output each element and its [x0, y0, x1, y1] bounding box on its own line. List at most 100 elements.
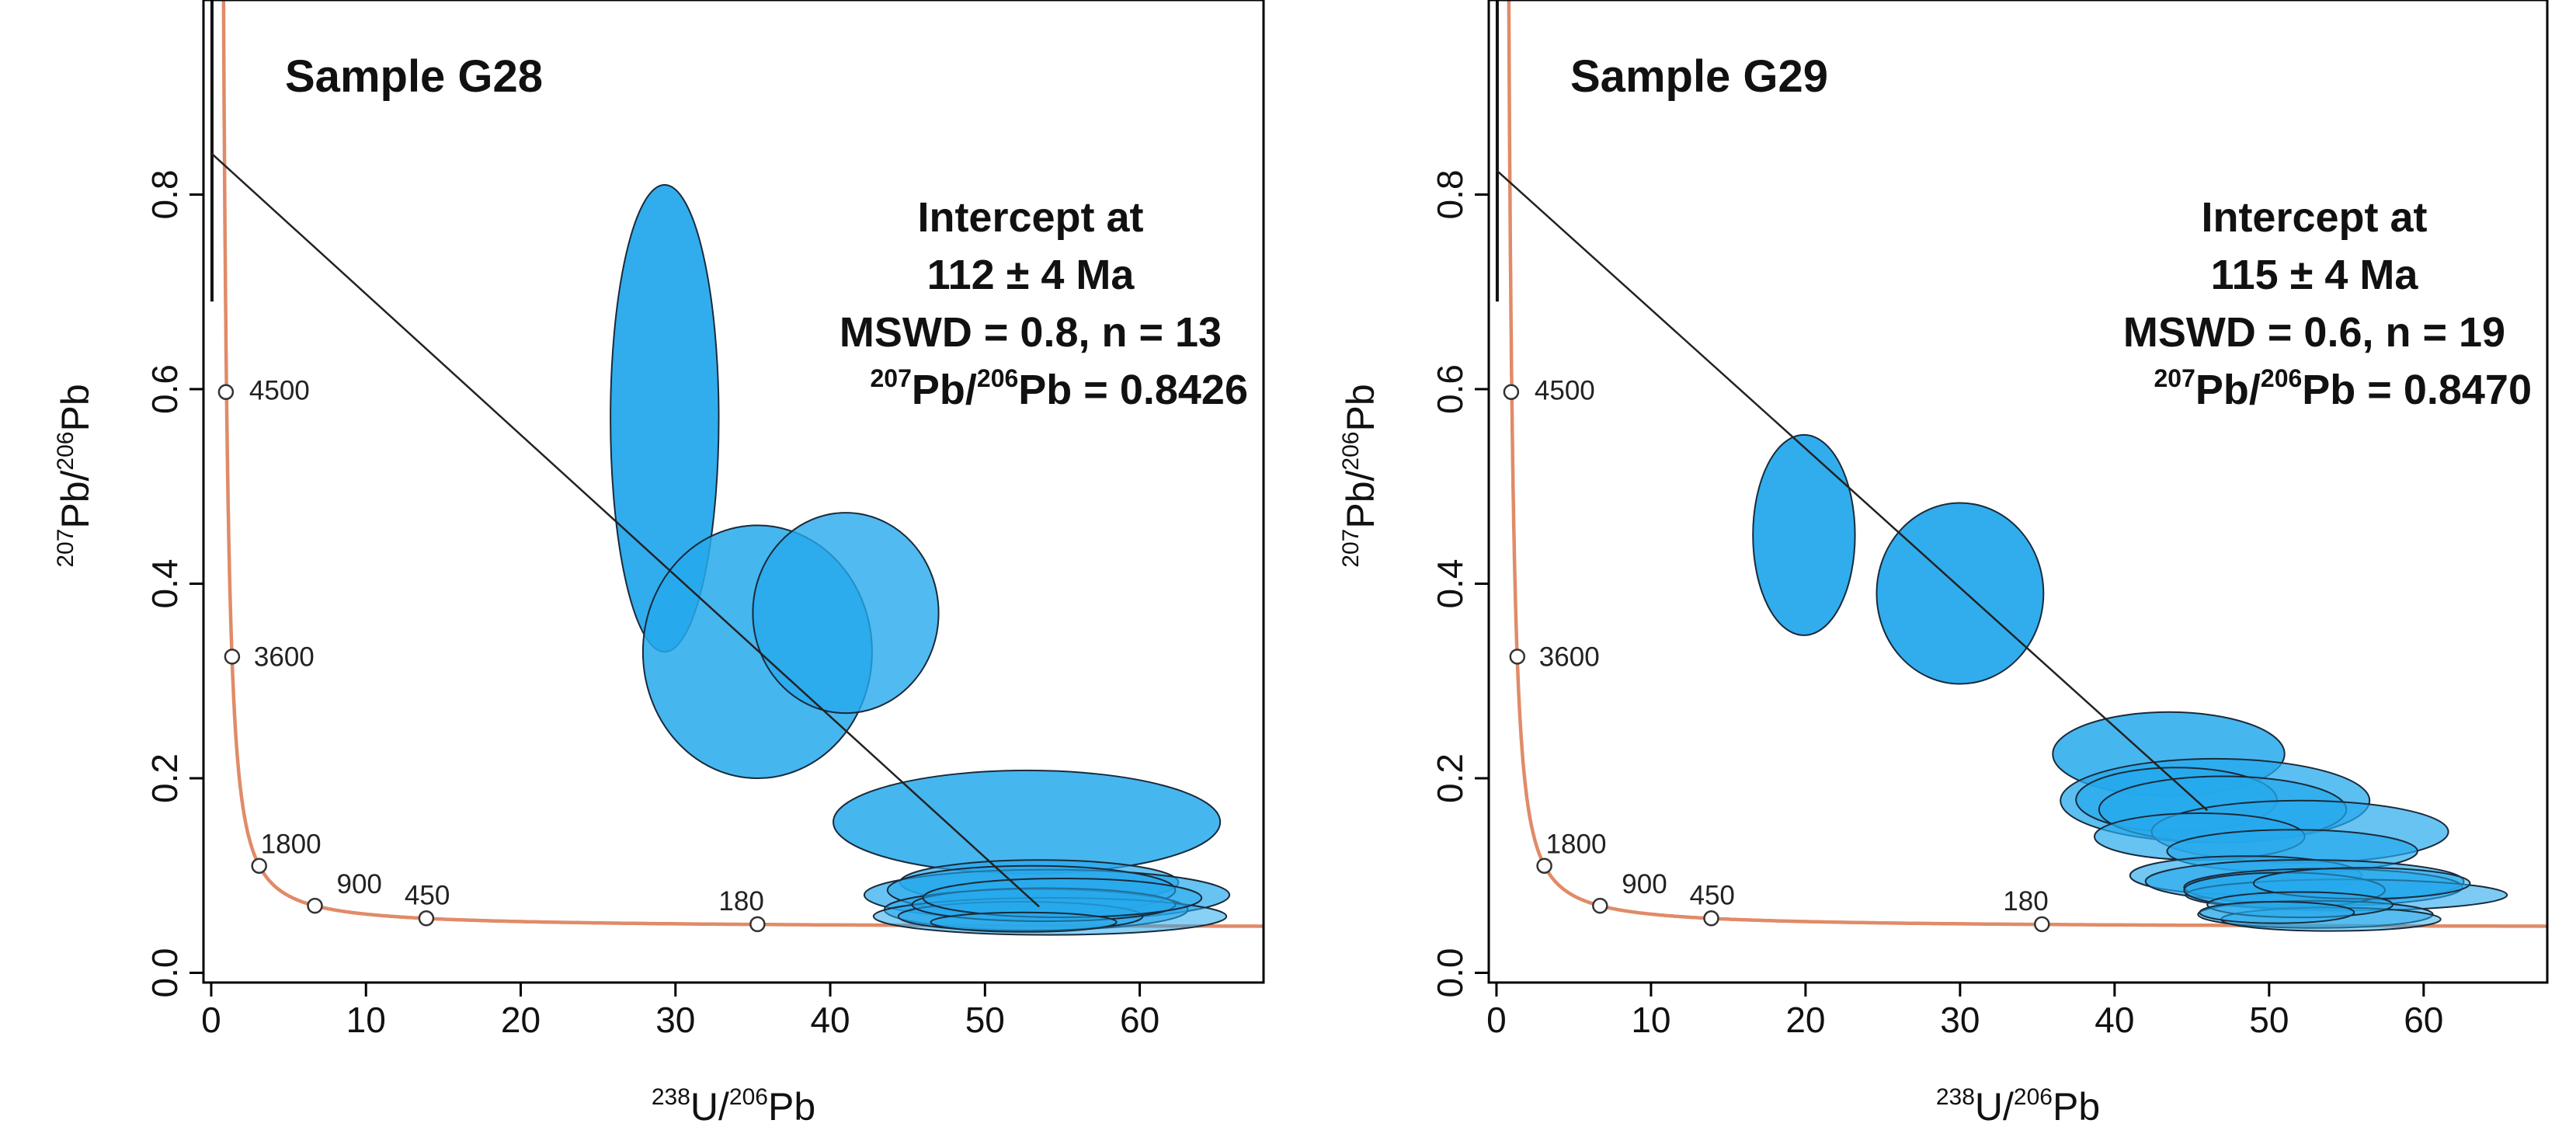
concordia-curve: [221, 0, 1264, 928]
error-ellipse: [1876, 502, 2045, 685]
error-ellipse: [2199, 901, 2355, 924]
annotation-sup: 207: [870, 364, 911, 392]
x-label-text: U/: [690, 1085, 729, 1129]
y-axis-label: 207Pb/206Pb: [1338, 384, 1382, 567]
x-tick-label: 30: [655, 1000, 695, 1040]
x-tick-label: 60: [1120, 1000, 1159, 1040]
y-label-sup: 207: [53, 529, 78, 568]
x-tick-label: 0: [201, 1000, 221, 1040]
x-label-text: Pb: [2053, 1085, 2100, 1129]
annotation-text: Pb = 0.8470: [2302, 367, 2532, 413]
y-label-text: Pb/: [1339, 470, 1382, 528]
age-marker: [2034, 916, 2050, 933]
x-tick-label: 10: [346, 1000, 386, 1040]
age-label: 900: [337, 869, 382, 899]
x-tick-label: 50: [965, 1000, 1005, 1040]
annotation-sup: 206: [977, 364, 1018, 392]
age-marker: [1503, 384, 1520, 400]
age-marker: [217, 384, 235, 400]
age-marker: [251, 857, 267, 874]
concordia-curve: [1507, 0, 2547, 928]
x-label-sup: 206: [729, 1084, 768, 1110]
annotation-line1: Intercept at: [2201, 194, 2427, 241]
error-ellipse: [930, 911, 1118, 933]
plot-frame: [1487, 0, 2549, 984]
age-marker: [307, 897, 323, 914]
y-label-sup: 206: [53, 431, 78, 470]
y-tick-label: 0.0: [1430, 948, 1470, 997]
y-label-text: Pb/: [54, 470, 97, 528]
x-label-sup: 238: [1936, 1084, 1975, 1110]
age-label: 3600: [1539, 642, 1600, 672]
x-label-sup: 206: [2014, 1084, 2053, 1110]
annotation-text: Pb = 0.8426: [1018, 367, 1248, 413]
annotation-text: Pb/: [2195, 367, 2261, 413]
age-marker: [1536, 857, 1552, 874]
error-ellipse: [922, 878, 1203, 918]
x-axis-label: 238U/206Pb: [1936, 1084, 2100, 1129]
x-tick-label: 30: [1940, 1000, 1980, 1040]
age-label: 1800: [261, 830, 322, 860]
y-label-sup: 207: [1338, 529, 1364, 568]
annotation-sup: 207: [2154, 364, 2195, 392]
age-label: 450: [1690, 880, 1735, 910]
age-label: 1800: [1546, 830, 1607, 860]
x-label-text: Pb: [768, 1085, 815, 1129]
age-label: 3600: [254, 642, 315, 672]
error-ellipse: [833, 769, 1222, 875]
x-label-sup: 238: [652, 1084, 690, 1110]
x-axis-label: 238U/206Pb: [652, 1084, 815, 1129]
age-label: 180: [718, 886, 763, 917]
error-ellipse: [1752, 433, 1856, 636]
age-marker: [1592, 897, 1608, 914]
chart-title: Sample G28: [285, 51, 543, 102]
discordia-line: [1496, 169, 2209, 812]
age-label: 450: [405, 880, 450, 910]
y-tick-label: 0.4: [1430, 559, 1470, 609]
y-label-sup: 206: [1338, 431, 1364, 470]
x-tick-label: 10: [1631, 1000, 1670, 1040]
annotation-text: Pb/: [912, 367, 977, 413]
annotation-line2: 115 ± 4 Ma: [2211, 252, 2419, 298]
x-tick-label: 20: [1785, 1000, 1825, 1040]
y-tick-label: 0.6: [144, 364, 185, 414]
discordia-line: [210, 152, 1040, 908]
age-marker: [1509, 649, 1526, 665]
y-tick-label: 0.2: [144, 753, 185, 803]
x-tick-label: 50: [2249, 1000, 2289, 1040]
y-tick-label: 0.6: [1430, 364, 1470, 414]
x-tick-label: 40: [810, 1000, 850, 1040]
y-tick-label: 0.2: [1430, 753, 1470, 803]
annotation-sup: 206: [2261, 364, 2302, 392]
plot-area: [1495, 0, 2547, 932]
x-tick-label: 20: [501, 1000, 541, 1040]
annotation-ratio: 207Pb/206Pb = 0.8426: [870, 364, 1248, 413]
annotation-line3: MSWD = 0.6, n = 19: [2123, 309, 2505, 356]
annotation-line2: 112 ± 4 Ma: [927, 252, 1135, 298]
age-label: 900: [1622, 869, 1667, 899]
y-axis-label: 207Pb/206Pb: [53, 384, 97, 567]
age-marker: [224, 649, 241, 665]
plot-area: [210, 0, 1264, 936]
y-label-text: Pb: [1339, 384, 1382, 431]
y-tick-label: 0.8: [1430, 170, 1470, 220]
y-tick-label: 0.4: [144, 559, 185, 609]
error-ellipse: [752, 512, 940, 715]
age-label: 4500: [249, 376, 310, 406]
chart-title: Sample G29: [1570, 51, 1828, 102]
y-tick-label: 0.8: [144, 170, 185, 220]
annotation-ratio: 207Pb/206Pb = 0.8470: [2154, 364, 2532, 413]
x-label-text: U/: [1975, 1085, 2014, 1129]
x-tick-label: 40: [2095, 1000, 2134, 1040]
age-marker: [418, 910, 435, 927]
annotation-line1: Intercept at: [917, 194, 1143, 241]
annotation-line3: MSWD = 0.8, n = 13: [840, 309, 1222, 356]
y-label-text: Pb: [54, 384, 97, 431]
age-label: 4500: [1535, 376, 1595, 406]
x-tick-label: 0: [1486, 1000, 1507, 1040]
x-tick-label: 60: [2404, 1000, 2443, 1040]
age-label: 180: [2003, 886, 2048, 917]
